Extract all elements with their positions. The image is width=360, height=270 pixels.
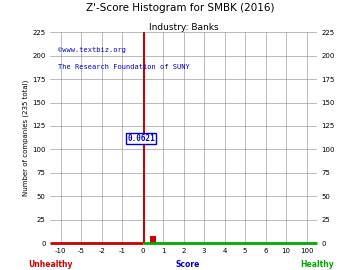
Text: Score: Score — [175, 260, 199, 269]
Text: Unhealthy: Unhealthy — [28, 260, 73, 269]
Text: Healthy: Healthy — [300, 260, 334, 269]
Text: ©www.textbiz.org: ©www.textbiz.org — [58, 47, 126, 53]
Bar — [143, 32, 145, 243]
Text: 0.0621: 0.0621 — [127, 134, 155, 143]
Text: The Research Foundation of SUNY: The Research Foundation of SUNY — [58, 64, 190, 70]
Y-axis label: Number of companies (235 total): Number of companies (235 total) — [23, 79, 29, 196]
Text: Z'-Score Histogram for SMBK (2016): Z'-Score Histogram for SMBK (2016) — [86, 3, 274, 13]
Title: Industry: Banks: Industry: Banks — [149, 23, 219, 32]
Bar — [150, 235, 156, 243]
